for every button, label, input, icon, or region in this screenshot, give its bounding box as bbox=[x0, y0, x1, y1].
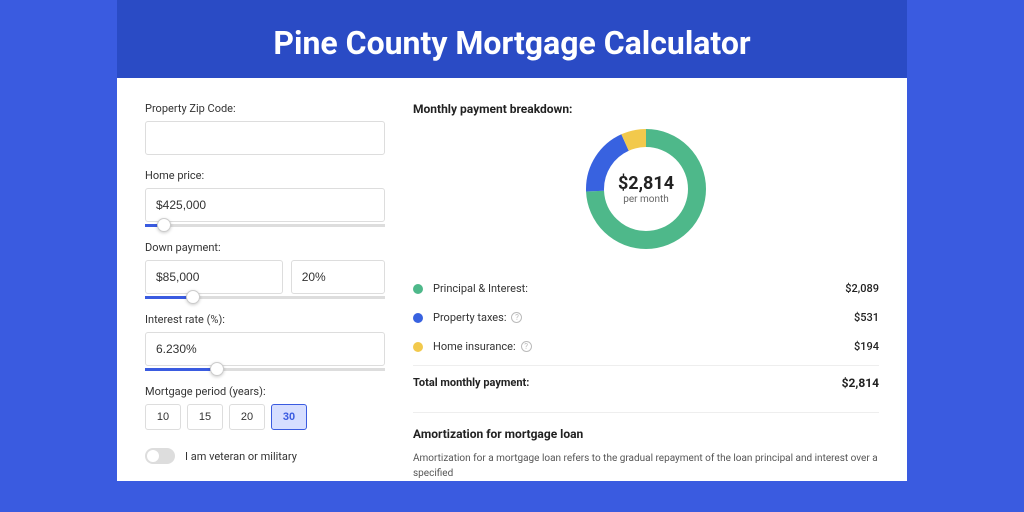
total-row: Total monthly payment: $2,814 bbox=[413, 365, 879, 404]
home-price-label: Home price: bbox=[145, 169, 385, 182]
legend-row: Principal & Interest: $2,089 bbox=[413, 274, 879, 303]
down-payment-label: Down payment: bbox=[145, 241, 385, 254]
down-payment-field-group: Down payment: bbox=[145, 241, 385, 299]
legend-label: Home insurance:? bbox=[433, 340, 854, 353]
interest-slider[interactable] bbox=[145, 368, 385, 371]
form-column: Property Zip Code: Home price: Down paym… bbox=[145, 102, 385, 481]
veteran-label: I am veteran or military bbox=[185, 450, 297, 463]
legend-value: $194 bbox=[854, 340, 879, 353]
legend-value: $531 bbox=[854, 311, 879, 324]
down-payment-slider[interactable] bbox=[145, 296, 385, 299]
down-payment-row bbox=[145, 260, 385, 294]
interest-slider-thumb[interactable] bbox=[210, 362, 224, 376]
info-icon[interactable]: ? bbox=[511, 312, 522, 323]
donut-chart-wrap: $2,814 per month bbox=[413, 124, 879, 254]
veteran-toggle[interactable] bbox=[145, 448, 175, 464]
legend-label: Principal & Interest: bbox=[433, 282, 845, 295]
interest-label: Interest rate (%): bbox=[145, 313, 385, 326]
breakdown-legend: Principal & Interest: $2,089 Property taxe… bbox=[413, 274, 879, 361]
legend-label: Property taxes:? bbox=[433, 311, 854, 324]
legend-value: $2,089 bbox=[845, 282, 879, 295]
legend-label-text: Home insurance: bbox=[433, 340, 516, 353]
zip-input[interactable] bbox=[145, 121, 385, 155]
legend-dot bbox=[413, 313, 423, 323]
down-payment-slider-thumb[interactable] bbox=[186, 290, 200, 304]
home-price-slider-thumb[interactable] bbox=[157, 218, 171, 232]
period-option-20[interactable]: 20 bbox=[229, 404, 265, 430]
period-field-group: Mortgage period (years): 10152030 bbox=[145, 385, 385, 430]
zip-field-group: Property Zip Code: bbox=[145, 102, 385, 155]
info-icon[interactable]: ? bbox=[521, 341, 532, 352]
period-option-30[interactable]: 30 bbox=[271, 404, 307, 430]
period-label: Mortgage period (years): bbox=[145, 385, 385, 398]
total-label: Total monthly payment: bbox=[413, 376, 842, 390]
period-option-10[interactable]: 10 bbox=[145, 404, 181, 430]
period-options: 10152030 bbox=[145, 404, 385, 430]
header-band: Pine County Mortgage Calculator bbox=[117, 0, 907, 78]
interest-input[interactable] bbox=[145, 332, 385, 366]
donut-center-sub: per month bbox=[618, 194, 674, 205]
total-value: $2,814 bbox=[842, 376, 879, 390]
period-option-15[interactable]: 15 bbox=[187, 404, 223, 430]
amortization-title: Amortization for mortgage loan bbox=[413, 427, 879, 441]
donut-center: $2,814 per month bbox=[618, 173, 674, 205]
legend-row: Home insurance:?$194 bbox=[413, 332, 879, 361]
zip-label: Property Zip Code: bbox=[145, 102, 385, 115]
donut-center-amount: $2,814 bbox=[618, 173, 674, 194]
calculator-card: Property Zip Code: Home price: Down paym… bbox=[117, 78, 907, 481]
home-price-input[interactable] bbox=[145, 188, 385, 222]
legend-label-text: Principal & Interest: bbox=[433, 282, 528, 295]
veteran-toggle-knob bbox=[147, 450, 159, 462]
amortization-text: Amortization for a mortgage loan refers … bbox=[413, 451, 879, 481]
breakdown-title: Monthly payment breakdown: bbox=[413, 102, 879, 116]
amortization-block: Amortization for mortgage loan Amortizat… bbox=[413, 412, 879, 481]
legend-dot bbox=[413, 342, 423, 352]
down-payment-percent-input[interactable] bbox=[291, 260, 385, 294]
legend-row: Property taxes:?$531 bbox=[413, 303, 879, 332]
interest-slider-fill bbox=[145, 368, 217, 371]
interest-field-group: Interest rate (%): bbox=[145, 313, 385, 371]
home-price-slider[interactable] bbox=[145, 224, 385, 227]
home-price-field-group: Home price: bbox=[145, 169, 385, 227]
veteran-row: I am veteran or military bbox=[145, 448, 385, 464]
page-title: Pine County Mortgage Calculator bbox=[117, 24, 907, 62]
legend-label-text: Property taxes: bbox=[433, 311, 506, 324]
legend-dot bbox=[413, 284, 423, 294]
breakdown-column: Monthly payment breakdown: $2,814 per mo… bbox=[413, 102, 879, 481]
down-payment-amount-input[interactable] bbox=[145, 260, 283, 294]
